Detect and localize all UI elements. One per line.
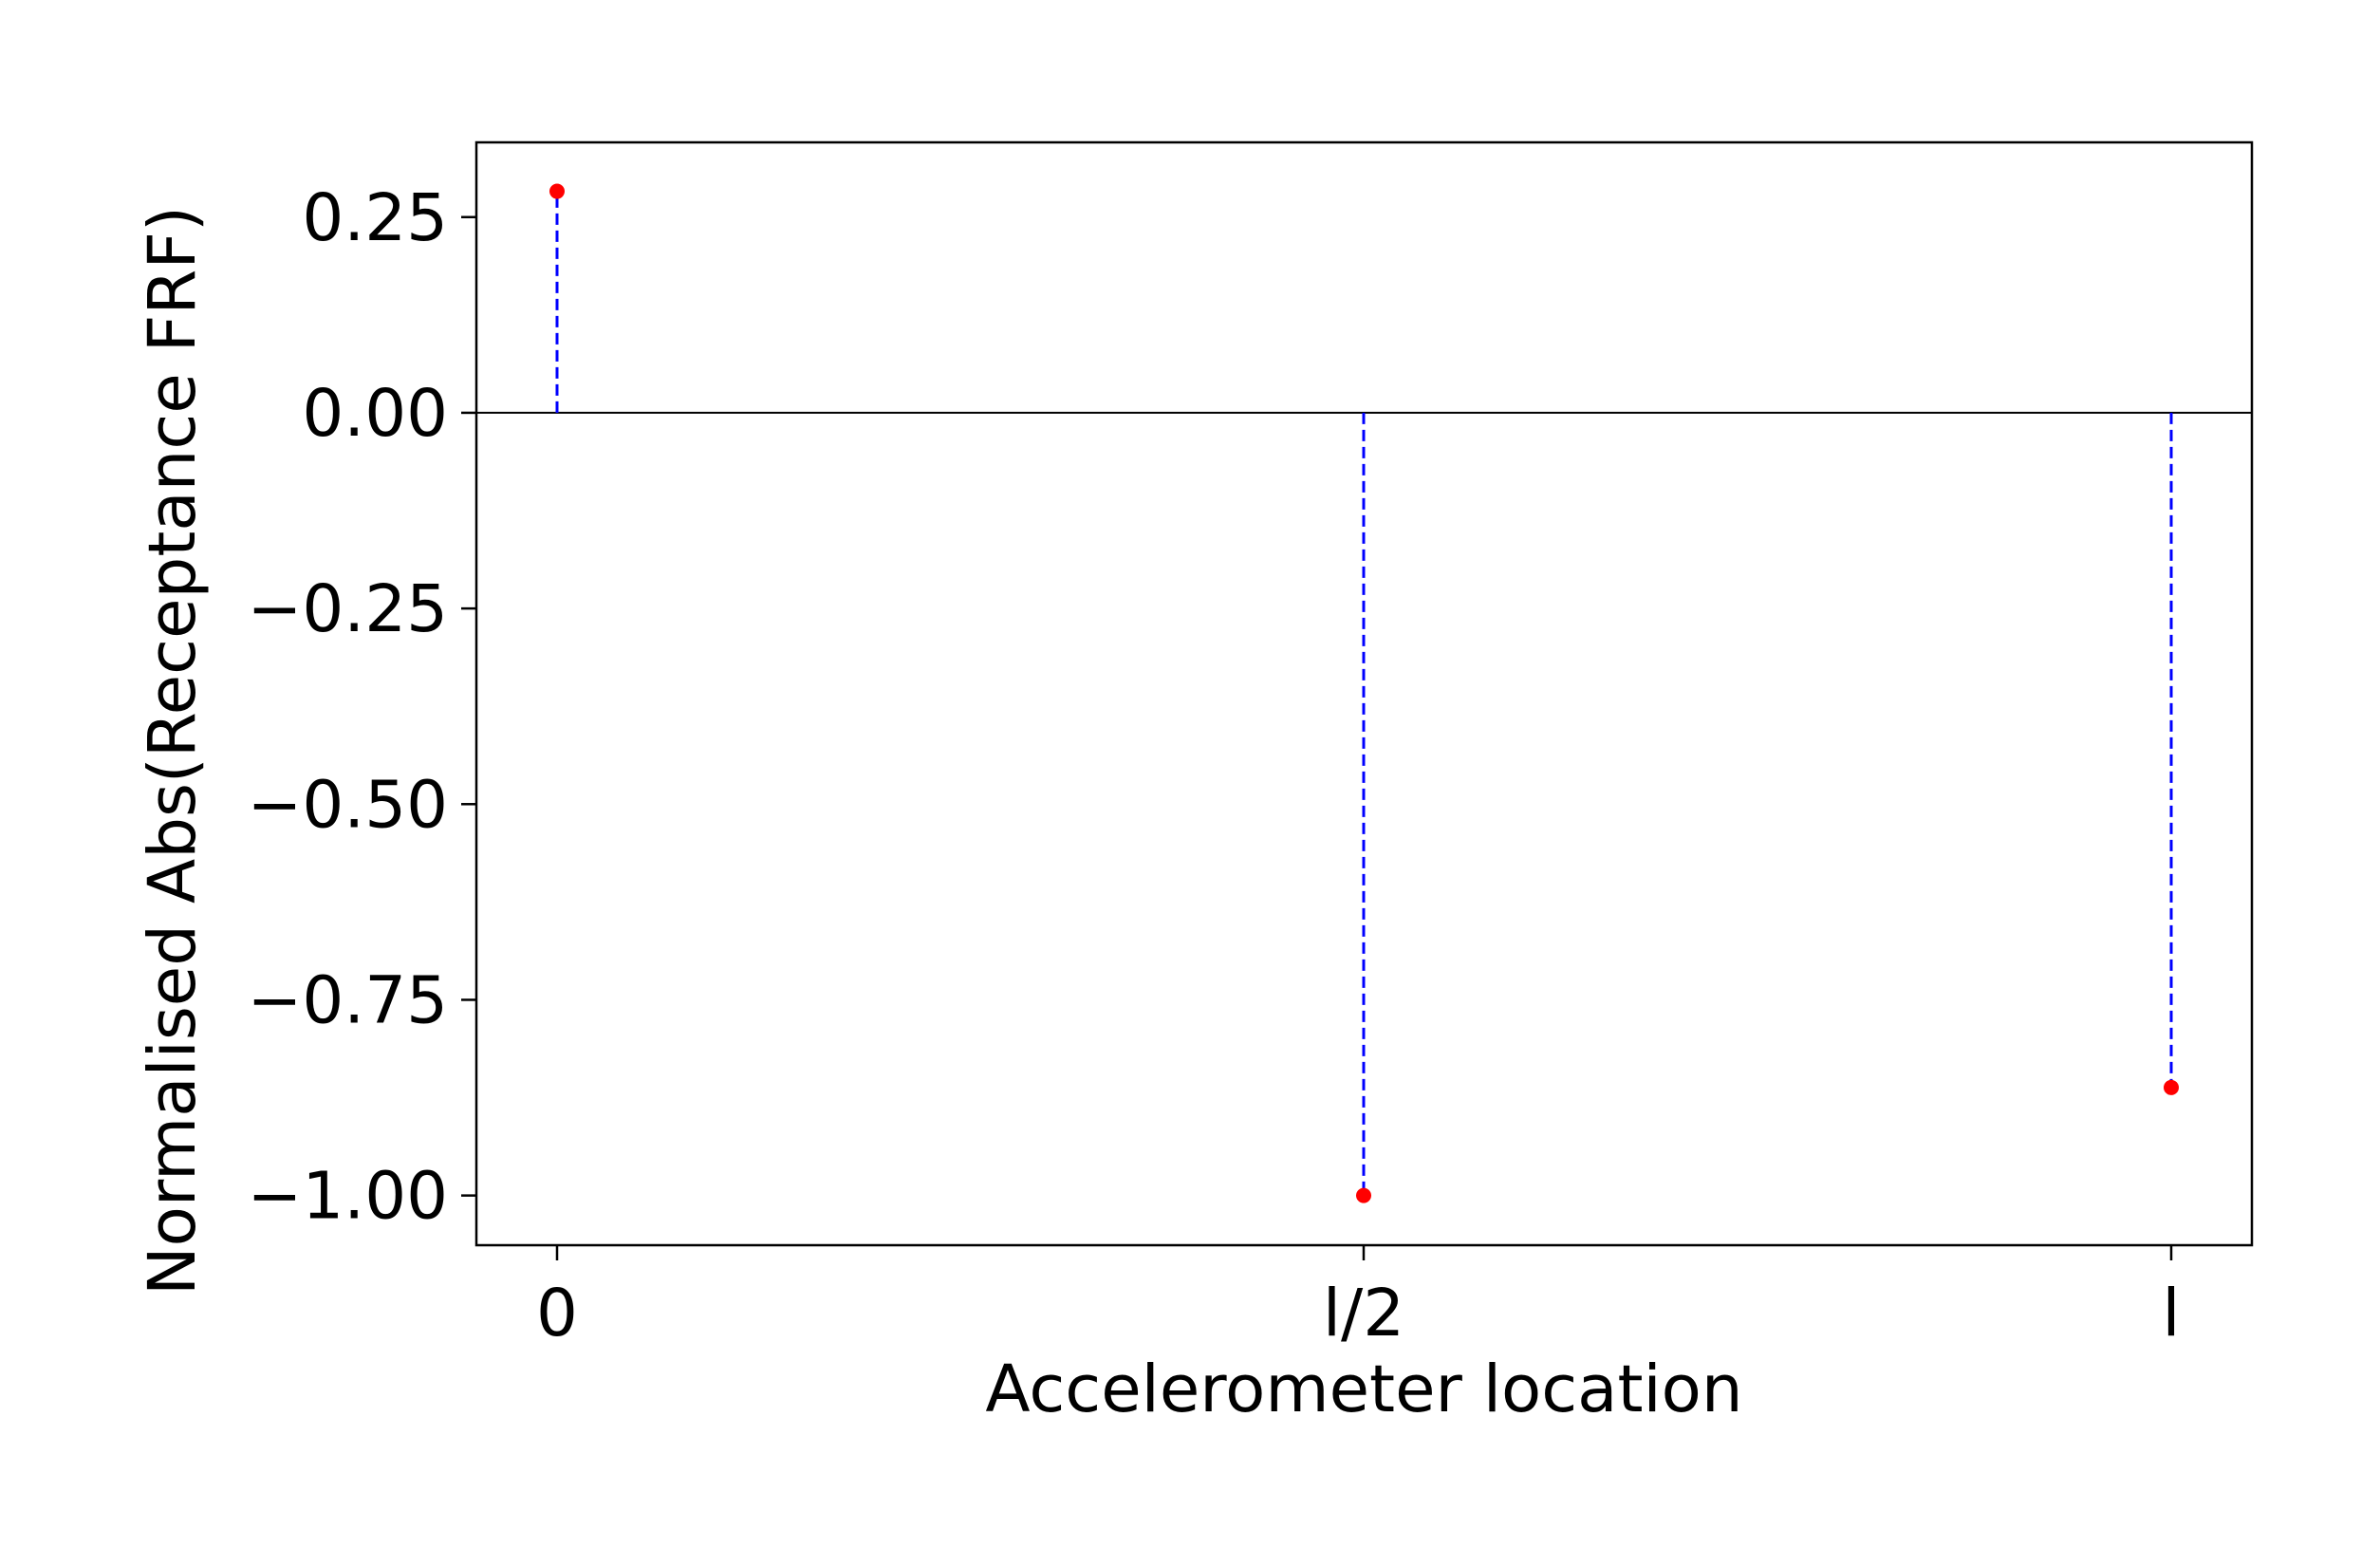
y-tick-label-0: 0.25: [302, 180, 448, 256]
x-tick-label-2: l: [2162, 1276, 2180, 1352]
x-axis-label: Accelerometer location: [985, 1352, 1742, 1427]
x-axis-ticks: 0 l/2 l: [536, 1245, 2181, 1352]
y-axis-ticks: 0.25 0.00 −0.25 −0.50 −0.75 −1.00: [248, 180, 476, 1235]
stem-marker-2: [2164, 1079, 2179, 1095]
x-tick-label-0: 0: [536, 1276, 578, 1352]
y-tick-label-5: −1.00: [248, 1159, 448, 1235]
plot-area: [476, 183, 2252, 1203]
y-tick-label-3: −0.50: [248, 767, 448, 843]
y-tick-label-2: −0.25: [248, 571, 448, 647]
y-tick-label-1: 0.00: [302, 376, 448, 452]
y-axis-label: Normalised Abs(Receptance FRF): [135, 206, 211, 1296]
x-tick-label-1: l/2: [1323, 1276, 1404, 1352]
axes-frame: [474, 140, 2254, 1247]
stem-marker-0: [549, 183, 565, 199]
y-tick-label-4: −0.75: [248, 962, 448, 1038]
stem-marker-1: [1356, 1187, 1371, 1203]
